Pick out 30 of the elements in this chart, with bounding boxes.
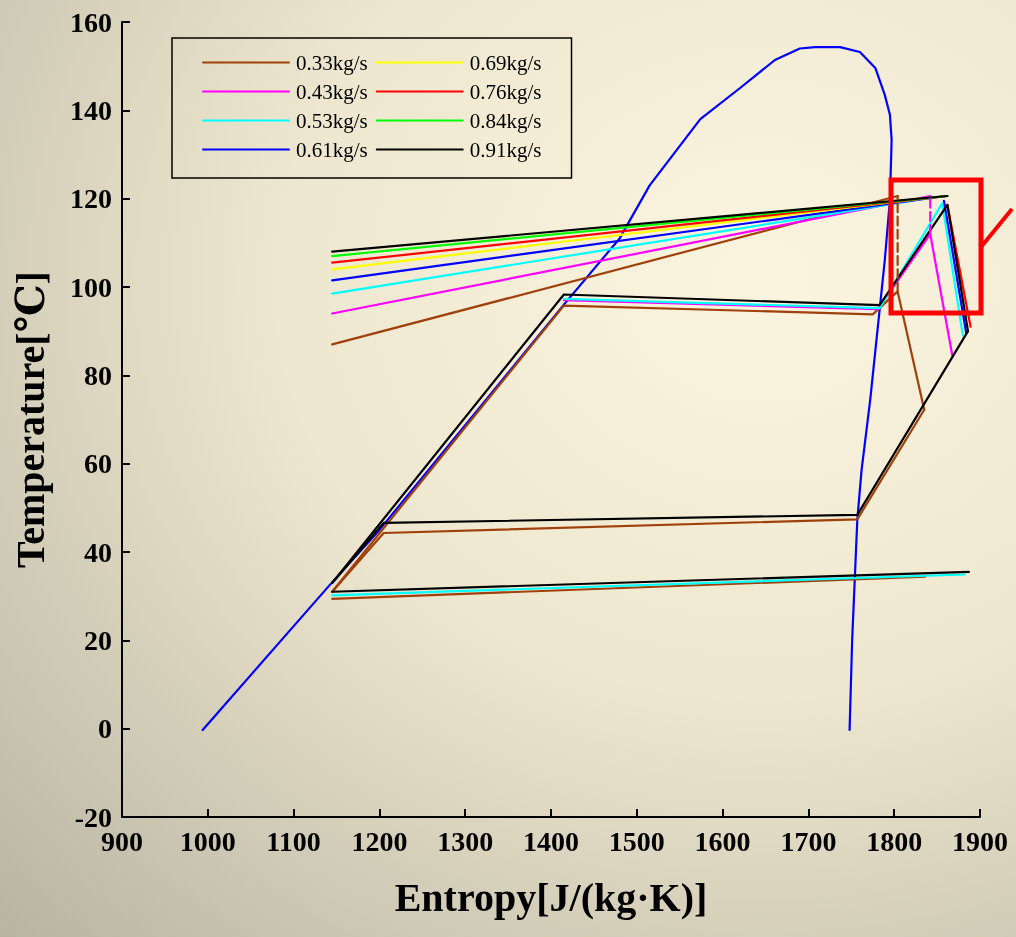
- y-tick-label: 120: [70, 183, 112, 215]
- legend-label: 0.69kg/s: [469, 50, 542, 75]
- legend-label: 0.43kg/s: [296, 79, 368, 104]
- y-tick-label: 40: [84, 536, 112, 568]
- legend-label: 0.33kg/s: [296, 50, 368, 75]
- legend-label: 0.53kg/s: [296, 108, 368, 133]
- x-tick-label: 1500: [608, 825, 665, 857]
- x-tick-label: 1900: [952, 825, 1008, 857]
- x-tick-label: 1700: [780, 825, 837, 857]
- legend-label: 0.91kg/s: [469, 137, 542, 162]
- y-tick-label: 100: [70, 271, 112, 303]
- x-tick-label: 1600: [694, 825, 751, 857]
- x-tick-label: 1000: [179, 825, 236, 857]
- y-tick-label: 20: [84, 624, 112, 656]
- y-tick-label: 0: [98, 713, 112, 745]
- legend-label: 0.84kg/s: [469, 108, 542, 133]
- y-tick-label: 160: [70, 6, 112, 38]
- x-tick-label: 1100: [266, 825, 321, 857]
- legend-label: 0.76kg/s: [469, 79, 542, 104]
- x-tick-label: 1400: [523, 825, 579, 857]
- y-tick-label: 140: [70, 94, 112, 126]
- y-tick-label: 80: [84, 359, 112, 391]
- x-tick-label: 1300: [437, 825, 494, 857]
- x-axis-title: Entropy[J/(kg·K)]: [394, 874, 708, 920]
- y-tick-label: -20: [74, 801, 112, 833]
- y-tick-label: 60: [84, 448, 112, 480]
- x-tick-label: 1200: [351, 825, 408, 857]
- y-axis-title: Temperature[℃]: [7, 271, 53, 568]
- x-tick-label: 1800: [866, 825, 923, 857]
- legend-label: 0.61kg/s: [296, 137, 368, 162]
